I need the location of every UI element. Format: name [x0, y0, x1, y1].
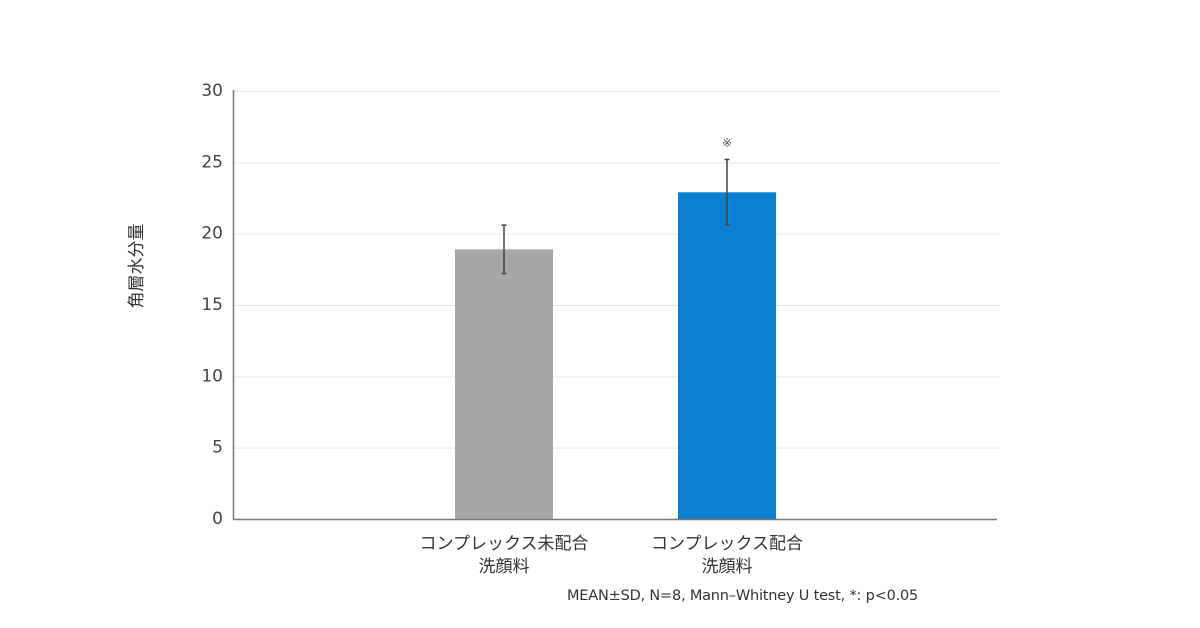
x-category-label: コンプレックス未配合: [420, 534, 589, 554]
y-tick-label: 0: [212, 509, 223, 529]
y-tick-label: 15: [201, 295, 223, 315]
y-tick-label: 5: [212, 438, 223, 458]
y-axis-ticks: 0 5 10 15 20 25 30: [201, 81, 223, 529]
x-category-label: 洗顔料: [702, 557, 753, 577]
y-tick-label: 10: [201, 366, 223, 386]
footnote: MEAN±SD, N=8, Mann–Whitney U test, *: p<…: [567, 588, 919, 604]
y-tick-label: 30: [201, 81, 223, 101]
bar: [678, 192, 776, 519]
y-tick-label: 20: [201, 224, 223, 244]
y-tick-label: 25: [201, 152, 223, 172]
bar: [455, 249, 553, 520]
x-category-label: 洗顔料: [479, 557, 530, 577]
error-bars: [501, 158, 730, 275]
gridlines: [233, 91, 1000, 449]
y-axis-label: 角層水分量: [127, 224, 147, 309]
bars: [455, 192, 776, 520]
significance-mark: ※: [722, 136, 732, 150]
annotations: ※: [722, 136, 732, 150]
x-category-label: コンプレックス配合: [651, 534, 803, 554]
